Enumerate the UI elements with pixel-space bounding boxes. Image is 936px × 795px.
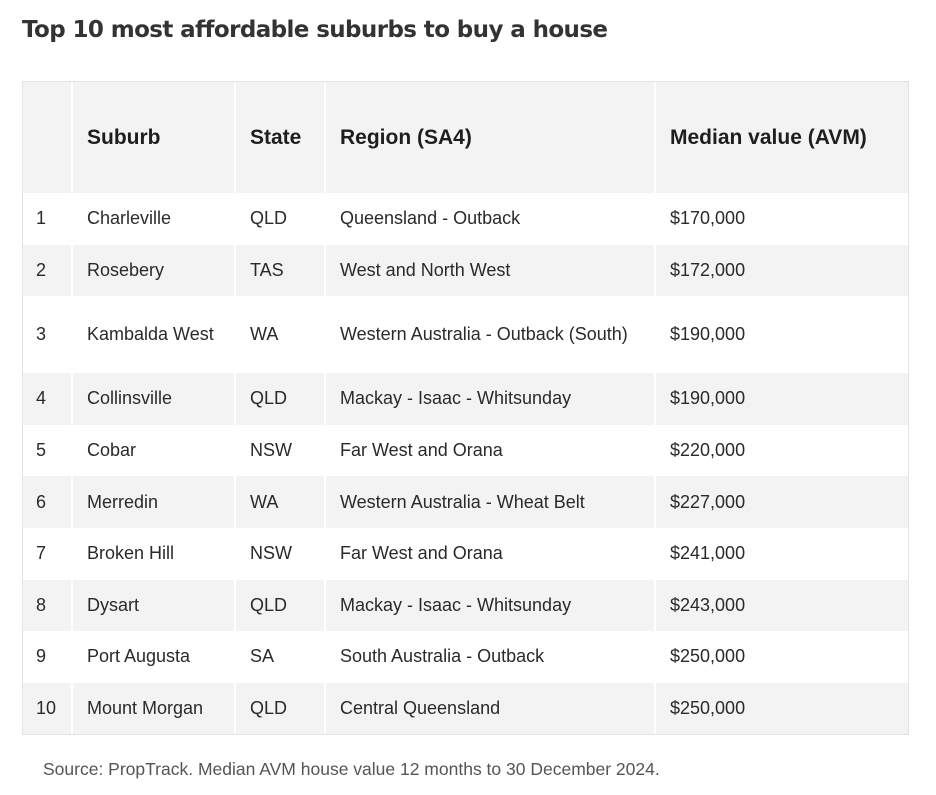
table-row: 5 Cobar NSW Far West and Orana $220,000	[23, 424, 908, 477]
cell-rank: 3	[36, 324, 47, 345]
table-row: 3 Kambalda West WA Western Australia - Outb…	[23, 296, 908, 374]
cell-suburb: Port Augusta	[71, 631, 235, 683]
cell-median-value: $250,000	[654, 631, 908, 683]
cell-suburb: Merredin	[71, 476, 235, 528]
cell-median-value: $172,000	[654, 244, 908, 297]
cell-rank: 1	[36, 208, 47, 229]
cell-state: TAS	[234, 244, 325, 297]
cell-rank: 7	[36, 543, 47, 564]
cell-median-value: $220,000	[654, 424, 908, 477]
cell-suburb: Rosebery	[71, 244, 235, 297]
cell-rank: 6	[36, 491, 47, 512]
cell-median-value: $190,000	[654, 296, 908, 374]
cell-rank: 10	[36, 698, 57, 719]
cell-state: NSW	[234, 424, 325, 477]
data-table: Suburb State Region (SA4) Median value (…	[23, 82, 908, 735]
cell-suburb: Collinsville	[71, 373, 235, 425]
table-row: 2 Rosebery TAS West and North West $172,000	[23, 244, 908, 297]
cell-median-value: $190,000	[654, 373, 908, 425]
cell-state: QLD	[234, 682, 325, 735]
cell-rank: 4	[36, 388, 47, 409]
cell-suburb: Broken Hill	[71, 527, 235, 580]
page-title: Top 10 most affordable suburbs to buy a …	[22, 17, 608, 43]
cell-median-value: $250,000	[654, 682, 908, 735]
cell-state: NSW	[234, 527, 325, 580]
table-header: Suburb State Region (SA4) Median value (…	[23, 82, 908, 193]
cell-rank: 9	[36, 646, 47, 667]
cell-median-value: $227,000	[654, 476, 908, 528]
table-row: 4 Collinsville QLD Mackay - Isaac - Whitsun…	[23, 373, 908, 425]
cell-state: SA	[234, 631, 325, 683]
table-row: 9 Port Augusta SA South Australia - Outback…	[23, 631, 908, 683]
cell-state: WA	[234, 476, 325, 528]
cell-state: QLD	[234, 373, 325, 425]
cell-median-value: $241,000	[654, 527, 908, 580]
cell-state: QLD	[234, 579, 325, 632]
cell-suburb: Kambalda West	[71, 296, 235, 374]
table-row: 10 Mount Morgan QLD Central Queensland $250,…	[23, 682, 908, 735]
table-row: 1 Charleville QLD Queensland - Outback $170,…	[23, 193, 908, 245]
cell-rank: 8	[36, 594, 47, 615]
cell-rank: 5	[36, 440, 47, 461]
header-median-value: Median value (AVM)	[654, 82, 908, 193]
header-suburb: Suburb	[71, 82, 235, 193]
cell-rank: 2	[36, 259, 47, 280]
cell-state: WA	[234, 296, 325, 374]
cell-region: Western Australia - Wheat Belt	[324, 476, 655, 528]
cell-suburb: Dysart	[71, 579, 235, 632]
cell-region: Queensland - Outback	[324, 193, 655, 245]
header-row: Suburb State Region (SA4) Median value (…	[23, 82, 908, 193]
cell-region: Western Australia - Outback (South)	[324, 296, 655, 374]
cell-region: Far West and Orana	[324, 527, 655, 580]
table-row: 7 Broken Hill NSW Far West and Orana $241,00…	[23, 527, 908, 580]
cell-region: Mackay - Isaac - Whitsunday	[324, 579, 655, 632]
table-body: 1 Charleville QLD Queensland - Outback $170,…	[23, 193, 908, 735]
header-state: State	[234, 82, 325, 193]
cell-region: West and North West	[324, 244, 655, 297]
source-note: Source: PropTrack. Median AVM house valu…	[43, 759, 660, 779]
cell-region: Central Queensland	[324, 682, 655, 735]
cell-median-value: $243,000	[654, 579, 908, 632]
affordable-suburbs-table: Suburb State Region (SA4) Median value (…	[22, 81, 909, 736]
header-rank	[23, 82, 72, 193]
cell-region: Mackay - Isaac - Whitsunday	[324, 373, 655, 425]
cell-region: Far West and Orana	[324, 424, 655, 477]
table-row: 8 Dysart QLD Mackay - Isaac - Whitsunday $24…	[23, 579, 908, 632]
table-row: 6 Merredin WA Western Australia - Wheat Bel…	[23, 476, 908, 528]
cell-suburb: Cobar	[71, 424, 235, 477]
cell-state: QLD	[234, 193, 325, 245]
cell-median-value: $170,000	[654, 193, 908, 245]
cell-suburb: Mount Morgan	[71, 682, 235, 735]
header-region: Region (SA4)	[324, 82, 655, 193]
cell-region: South Australia - Outback	[324, 631, 655, 683]
cell-suburb: Charleville	[71, 193, 235, 245]
